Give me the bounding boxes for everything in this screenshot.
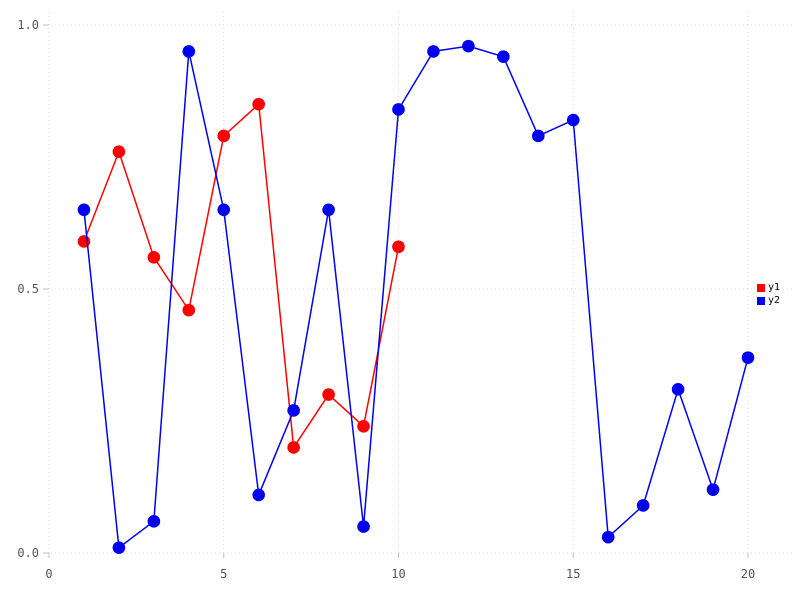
x-tick-label: 5 [220, 567, 227, 581]
data-point-y2 [392, 103, 405, 116]
data-point-y2 [462, 39, 475, 53]
legend-swatch-y1 [757, 283, 765, 292]
data-point-y2 [252, 488, 265, 502]
legend-item-y2: y2 [757, 294, 780, 307]
series-line-y2 [83, 45, 749, 549]
data-point-y2 [427, 45, 440, 58]
data-point-y1 [182, 303, 196, 317]
x-tick-label: 20 [741, 567, 755, 581]
data-point-y2 [287, 404, 300, 417]
data-point-y1 [322, 388, 335, 401]
data-point-y2 [217, 203, 231, 217]
data-point-y2 [182, 45, 196, 58]
x-tick-label: 15 [566, 567, 580, 581]
data-point-y2 [322, 203, 335, 217]
data-point-y2 [566, 113, 580, 127]
y-tick-label: 0.0 [17, 546, 39, 560]
legend-label-y2: y2 [768, 295, 781, 306]
data-point-y1 [147, 251, 161, 264]
data-point-y1 [392, 240, 405, 254]
data-point-y1 [252, 97, 265, 111]
data-point-y1 [357, 419, 370, 433]
y-tick-label: 0.5 [17, 282, 39, 296]
data-point-y2 [77, 203, 91, 217]
data-point-y2 [706, 483, 720, 496]
data-point-y2 [147, 515, 161, 528]
data-point-y2 [601, 530, 615, 544]
data-point-y2 [671, 383, 685, 396]
data-point-y2 [741, 351, 755, 364]
data-point-y2 [532, 129, 545, 143]
legend-swatch-y2 [757, 296, 765, 305]
series-line-y1 [83, 103, 400, 449]
data-point-y2 [112, 541, 126, 555]
x-tick-label: 10 [391, 567, 405, 581]
data-point-y2 [357, 520, 370, 533]
legend-label-y1: y1 [768, 282, 781, 293]
legend-item-y1: y1 [757, 281, 780, 294]
data-point-y1 [112, 145, 126, 159]
data-point-y1 [287, 441, 300, 454]
data-point-y2 [497, 50, 510, 63]
legend: y1 y2 [755, 280, 783, 308]
y-tick-label: 1.0 [17, 18, 39, 32]
data-point-y1 [217, 129, 231, 143]
data-point-y2 [636, 499, 650, 512]
x-tick-label: 0 [45, 567, 52, 581]
